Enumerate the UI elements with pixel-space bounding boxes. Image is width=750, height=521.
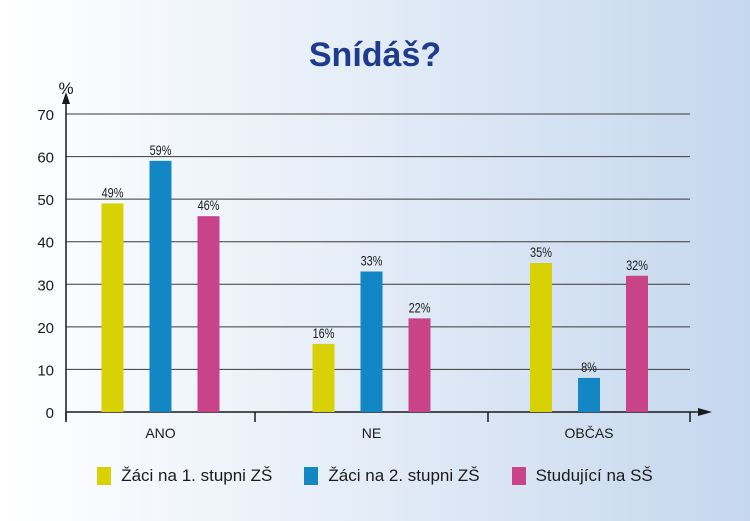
data-label: 35% <box>530 245 552 261</box>
legend-label: Studující na SŠ <box>535 466 653 485</box>
y-tick-label: 70 <box>37 107 54 124</box>
legend-label: Žáci na 1. stupni ZŠ <box>121 466 273 485</box>
y-tick-label: 20 <box>37 320 54 337</box>
legend-item: Studující na SŠ <box>511 466 653 486</box>
y-tick-label: 10 <box>37 362 54 379</box>
legend: Žáci na 1. stupni ZŠ Žáci na 2. stupni ZŠ… <box>0 466 750 486</box>
data-label: 32% <box>626 258 648 274</box>
x-tick-label: NE <box>362 425 381 441</box>
x-tick-label: OBČAS <box>564 425 613 441</box>
data-label: 16% <box>313 326 335 342</box>
legend-swatch <box>511 467 526 485</box>
data-label: 49% <box>102 185 124 201</box>
x-axis-arrow <box>698 408 712 416</box>
data-label: 46% <box>198 198 220 214</box>
data-label: 33% <box>361 253 383 269</box>
data-label: 8% <box>581 360 597 376</box>
legend-label: Žáci na 2. stupni ZŠ <box>328 466 480 485</box>
y-tick-label: 0 <box>46 405 54 422</box>
bar <box>578 377 600 412</box>
y-axis-label: % <box>58 79 73 98</box>
y-tick-label: 50 <box>37 192 54 209</box>
chart-title: Snídáš? <box>308 36 442 74</box>
y-tick-label: 40 <box>37 235 54 252</box>
bar <box>626 275 648 412</box>
data-label: 22% <box>409 300 431 316</box>
bar <box>101 203 124 412</box>
y-axis-arrow <box>62 92 70 104</box>
x-tick-label: ANO <box>145 425 175 441</box>
legend-swatch <box>304 467 319 485</box>
bar <box>408 318 431 412</box>
y-tick-label: 60 <box>37 150 54 167</box>
legend-item: Žáci na 1. stupni ZŠ <box>97 466 272 486</box>
bar <box>197 216 220 412</box>
legend-item: Žáci na 2. stupni ZŠ <box>304 466 480 486</box>
bar <box>312 343 335 412</box>
legend-swatch <box>97 467 112 485</box>
bar <box>360 271 383 412</box>
bar <box>530 263 552 412</box>
bar <box>149 160 172 412</box>
data-label: 59% <box>150 143 172 159</box>
y-tick-label: 30 <box>37 277 54 294</box>
